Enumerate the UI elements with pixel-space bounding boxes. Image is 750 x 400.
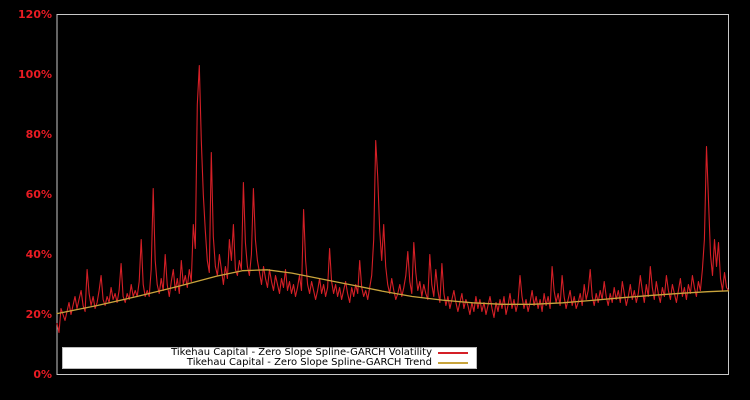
trend-line-swatch-icon <box>438 362 468 364</box>
legend-row-volatility: Tikehau Capital - Zero Slope Spline-GARC… <box>63 348 476 358</box>
plot-frame <box>56 14 729 375</box>
legend-label-trend: Tikehau Capital - Zero Slope Spline-GARC… <box>186 357 432 368</box>
legend-row-trend: Tikehau Capital - Zero Slope Spline-GARC… <box>63 358 476 368</box>
y-tick-label: 100% <box>18 68 52 81</box>
y-tick-label: 20% <box>25 308 52 321</box>
y-tick-label: 120% <box>18 8 52 21</box>
y-tick-label: 60% <box>25 188 52 201</box>
legend-label-volatility: Tikehau Capital - Zero Slope Spline-GARC… <box>171 347 432 358</box>
volatility-line-swatch-icon <box>438 352 468 354</box>
y-tick-label: 0% <box>33 368 52 381</box>
trend-line <box>56 269 730 315</box>
legend-box: Tikehau Capital - Zero Slope Spline-GARC… <box>62 347 477 369</box>
y-tick-label: 40% <box>25 248 52 261</box>
y-tick-label: 80% <box>25 128 52 141</box>
